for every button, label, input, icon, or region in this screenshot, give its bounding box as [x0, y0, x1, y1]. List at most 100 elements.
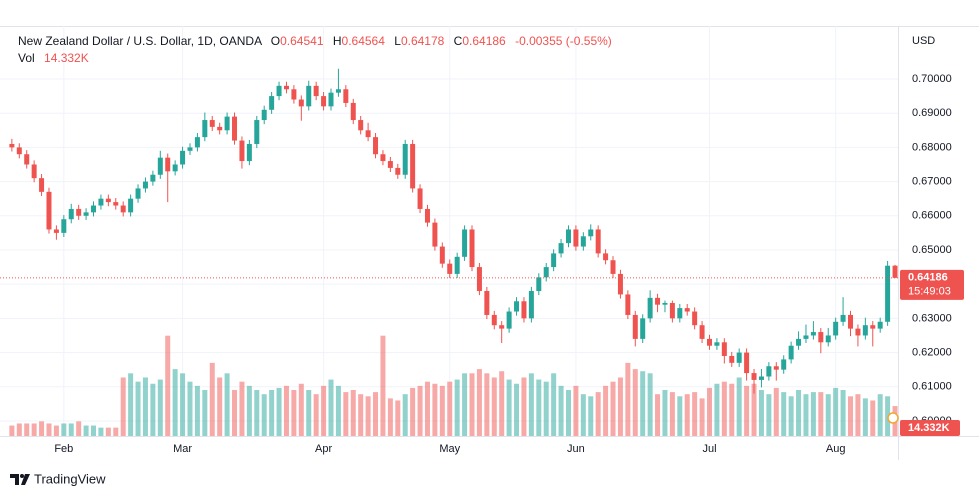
- volume-bar: [521, 377, 527, 436]
- volume-bar: [588, 396, 594, 436]
- candle-body: [402, 143, 408, 175]
- candle-body: [751, 373, 757, 380]
- candle-body: [870, 325, 876, 329]
- candle-body: [194, 137, 200, 148]
- volume-bar: [603, 385, 609, 436]
- candle-body: [588, 229, 594, 237]
- candle-body: [855, 328, 861, 336]
- volume-bar: [729, 383, 735, 436]
- candle-body: [692, 311, 698, 326]
- candle-body: [380, 154, 386, 162]
- volume-bar: [788, 396, 794, 436]
- volume-bar: [328, 379, 334, 436]
- candle-body: [499, 325, 505, 329]
- volume-bar: [432, 383, 438, 436]
- y-tick-label: 0.63000: [912, 312, 952, 324]
- volume-bar: [61, 423, 67, 436]
- candle-body: [699, 325, 705, 339]
- volume-bar: [239, 381, 245, 436]
- candle-body: [669, 302, 675, 319]
- volume-bar: [306, 390, 312, 436]
- symbol-title: New Zealand Dollar / U.S. Dollar, 1D, OA…: [18, 34, 262, 48]
- candle-body: [536, 277, 542, 292]
- candle-body: [135, 188, 141, 199]
- candle-body: [113, 202, 119, 206]
- candle-body: [781, 359, 787, 370]
- volume-bar: [172, 369, 178, 436]
- volume-bar: [417, 385, 423, 436]
- volume-bar: [625, 362, 631, 436]
- volume-bar: [283, 385, 289, 436]
- candle-body: [269, 96, 275, 110]
- x-tick-label: Feb: [54, 443, 73, 455]
- volume-bar: [647, 373, 653, 436]
- logo-shape: [10, 474, 19, 485]
- candle-body: [313, 85, 319, 97]
- volume-bar: [83, 425, 89, 436]
- volume-bar: [343, 392, 349, 436]
- candle-body: [350, 102, 356, 121]
- candle-body: [395, 167, 401, 175]
- volume-bar: [142, 377, 148, 436]
- candle-body: [662, 302, 668, 305]
- candle-body: [68, 208, 74, 220]
- volume-bar: [53, 425, 59, 436]
- volume-bar: [380, 335, 386, 436]
- candle-body: [573, 229, 579, 247]
- candle-body: [862, 325, 868, 336]
- volume-bar: [447, 381, 453, 436]
- currency-label: USD: [912, 35, 935, 47]
- volume-bar: [766, 394, 772, 436]
- candle-body: [744, 352, 750, 374]
- candle-body: [825, 335, 831, 343]
- candle-body: [261, 109, 267, 121]
- volume-marker: [887, 412, 899, 424]
- candle-body: [306, 85, 312, 107]
- volume-bar: [469, 373, 475, 436]
- volume-bar: [105, 427, 111, 436]
- volume-bar: [810, 392, 816, 436]
- brand-logo: TradingView: [10, 471, 106, 486]
- candle-body: [818, 332, 824, 343]
- y-tick-label: 0.61000: [912, 381, 952, 393]
- volume-bar: [655, 394, 661, 436]
- ohlc-letter: H: [333, 34, 342, 48]
- volume-bar: [128, 373, 134, 436]
- candle-body: [655, 297, 661, 305]
- candle-body: [810, 332, 816, 336]
- candle-body: [365, 130, 371, 138]
- volume-bar: [484, 373, 490, 436]
- ohlc-value: 0.64178: [401, 34, 445, 48]
- candle-body: [580, 236, 586, 247]
- candle-body: [796, 338, 802, 346]
- x-tick-label: May: [439, 443, 460, 455]
- volume-bar: [439, 385, 445, 436]
- candle-body: [758, 376, 764, 380]
- volume-bar: [365, 396, 371, 436]
- ohlc-letter: O: [271, 34, 280, 48]
- candle-body: [373, 137, 379, 155]
- volume-bar: [543, 381, 549, 436]
- candle-body: [209, 120, 215, 127]
- volume-bar: [773, 387, 779, 436]
- candle-body: [677, 308, 683, 319]
- candle-body: [885, 265, 891, 322]
- candle-body: [276, 85, 282, 97]
- volume-bar: [68, 423, 74, 436]
- volume-bar: [321, 385, 327, 436]
- volume-bar: [506, 379, 512, 436]
- candle-body: [283, 85, 289, 90]
- volume-bar: [833, 387, 839, 436]
- volume-bar: [194, 385, 200, 436]
- volume-bar: [862, 398, 868, 436]
- candle-body: [521, 301, 527, 319]
- candle-body: [454, 256, 460, 274]
- volume-name: Vol: [18, 51, 35, 65]
- volume-bar: [825, 394, 831, 436]
- candle-body: [788, 345, 794, 360]
- brand-name: TradingView: [34, 471, 106, 486]
- ohlc-letter: C: [454, 34, 463, 48]
- candle-body: [24, 154, 30, 165]
- x-tick-label: Jul: [702, 443, 716, 455]
